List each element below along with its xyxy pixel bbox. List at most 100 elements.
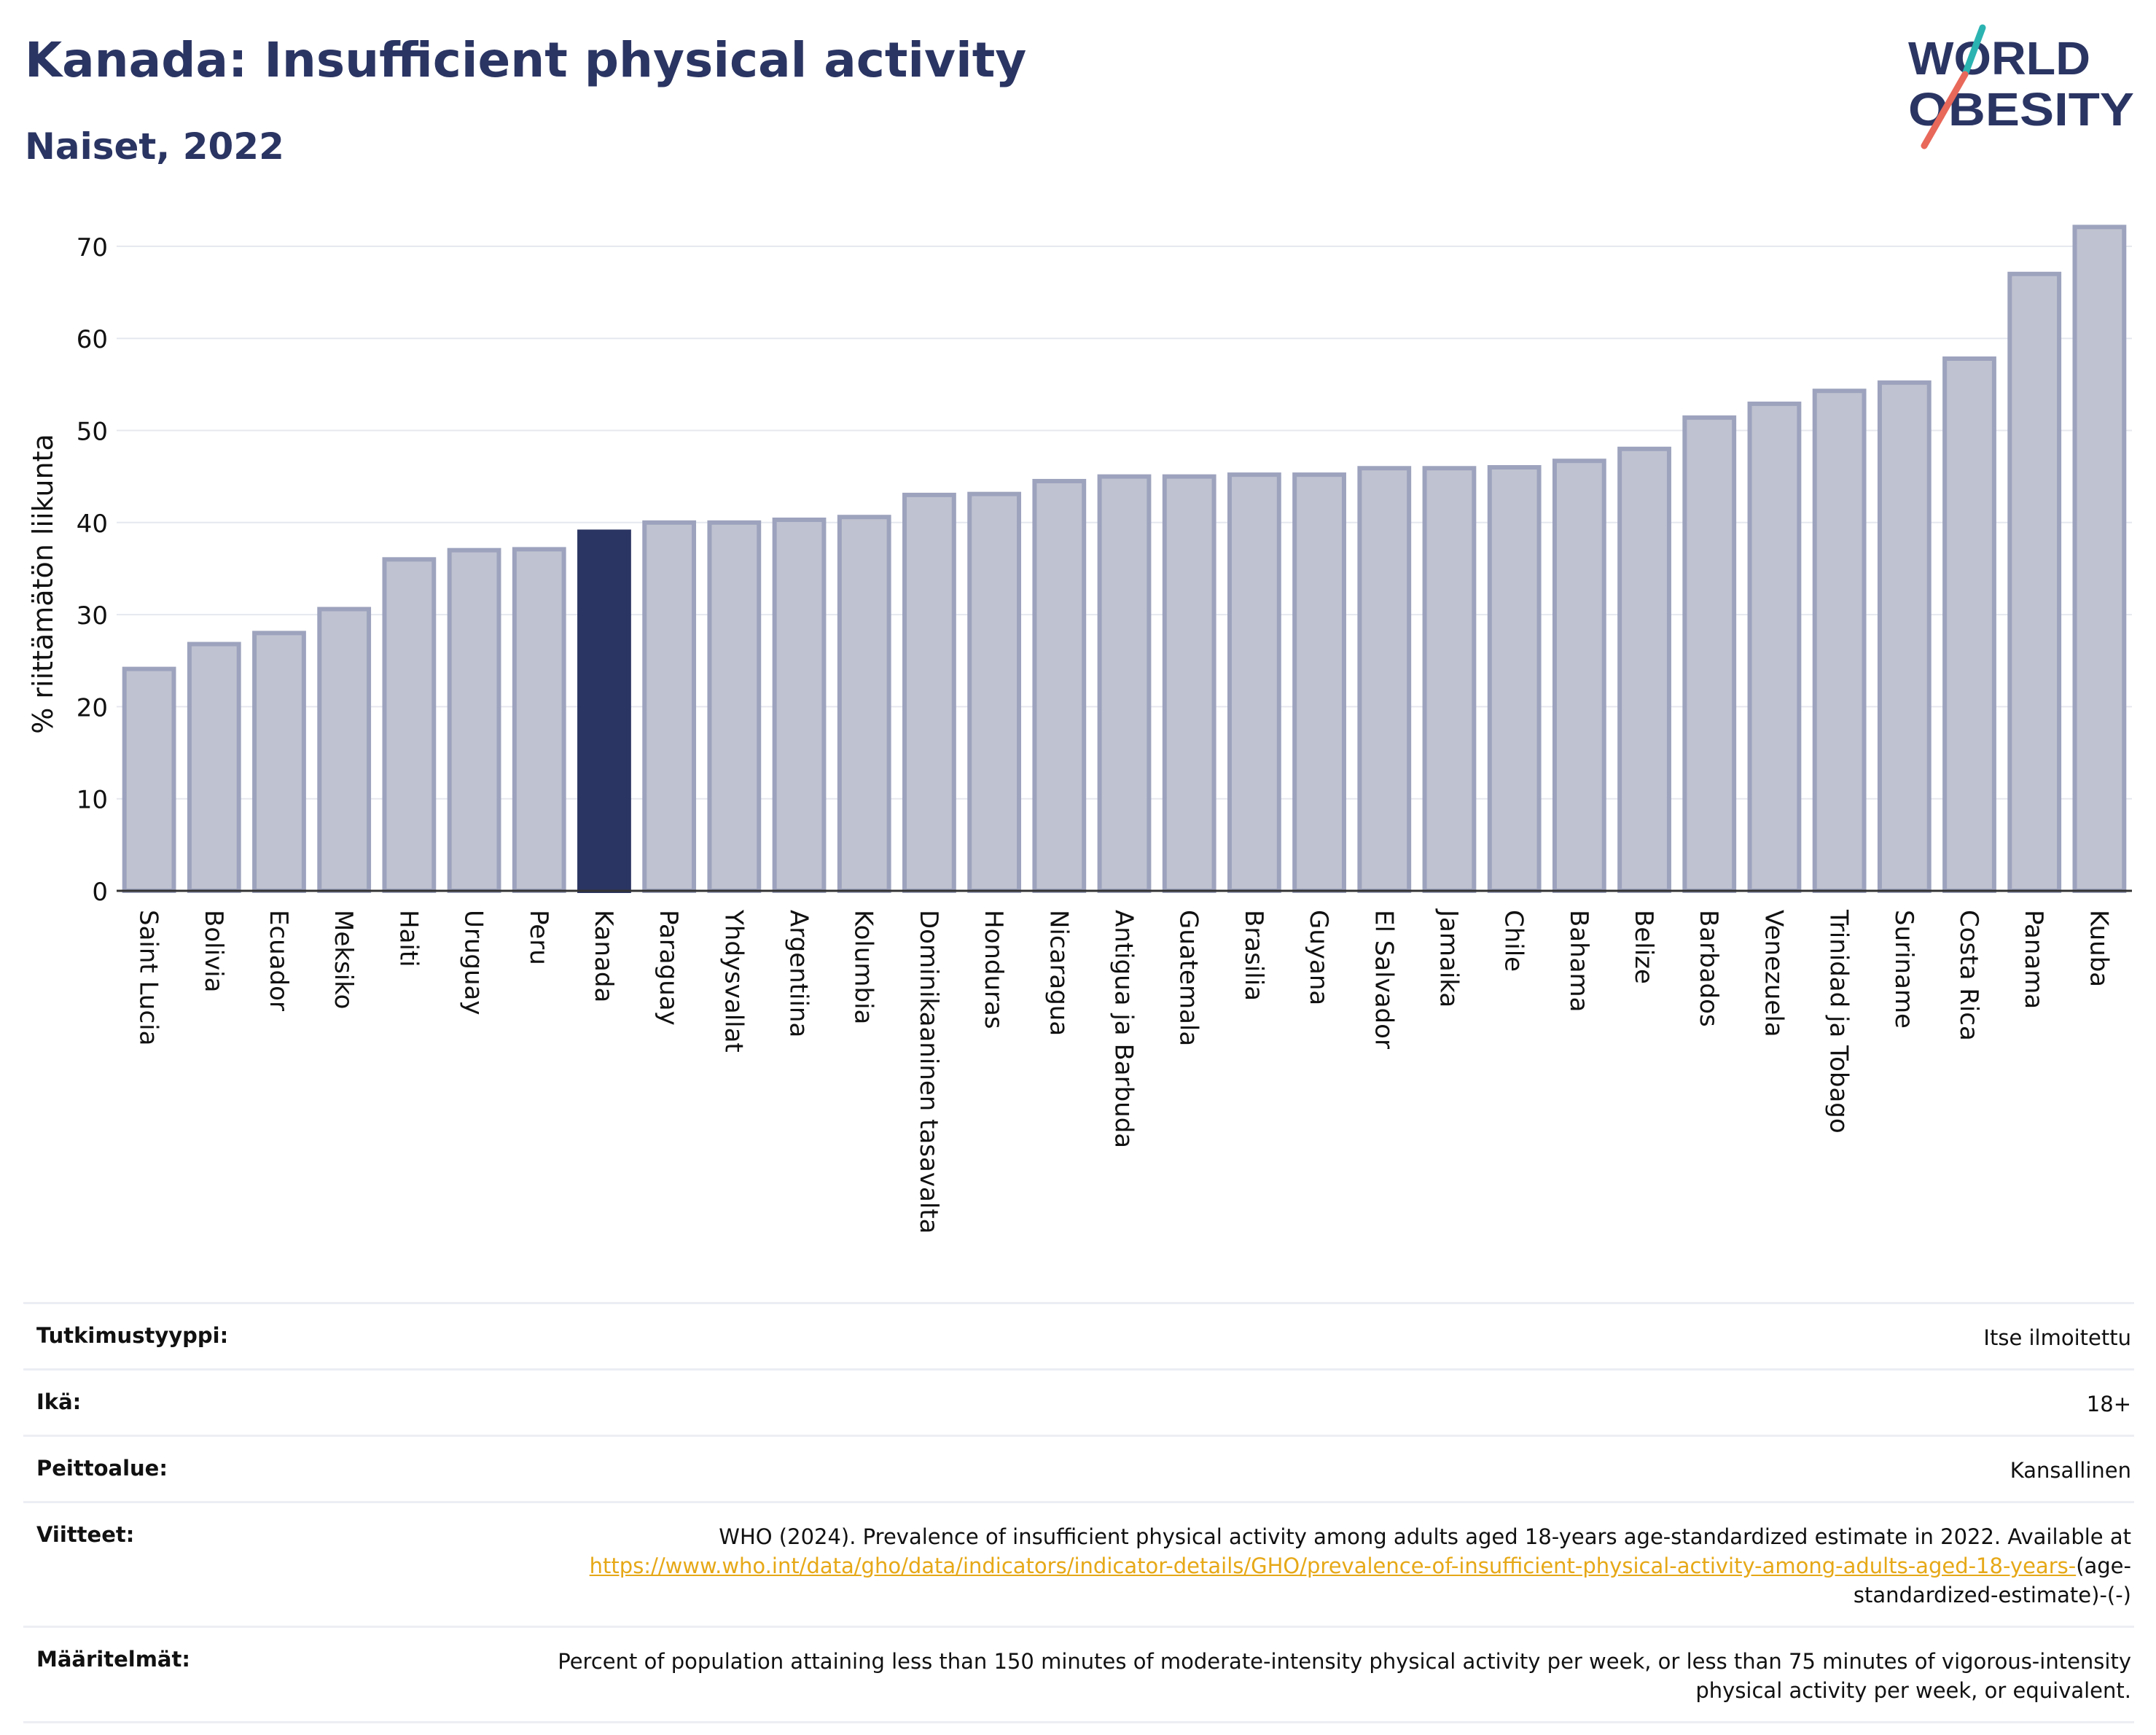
bar-suriname[interactable] <box>1877 380 1932 893</box>
bar-trinidad-ja-tobago[interactable] <box>1812 389 1867 893</box>
x-axis-ticks: Saint Lucia Bolivia Ecuador Meksiko Haiti Uru… <box>134 908 2114 1233</box>
bar-saint-lucia[interactable] <box>122 666 176 893</box>
bars <box>122 225 2127 894</box>
bar-costa-rica[interactable] <box>1942 356 1996 893</box>
x-tick-label: Chile <box>1499 910 1528 972</box>
bar-kanada[interactable] <box>577 529 631 894</box>
chart-subtitle: Naiset, 2022 <box>25 125 284 168</box>
x-tick-label: Trinidad ja Tobago <box>1824 909 1854 1134</box>
age-value: 18+ <box>2086 1392 2131 1416</box>
references-link[interactable]: https://www.who.int/data/gho/data/indica… <box>589 1553 2077 1578</box>
bar-bahama[interactable] <box>1552 459 1606 893</box>
x-tick-label: Argentiina <box>784 910 813 1037</box>
y-tick-label: 10 <box>77 786 108 815</box>
info-table: Tutkimustyyppi: Itse ilmoitettu Ikä: 18+… <box>23 1302 2134 1723</box>
y-tick-label: 20 <box>77 693 108 722</box>
bar-yhdysvallat[interactable] <box>707 520 762 893</box>
study-type-value: Itse ilmoitettu <box>1983 1325 2131 1350</box>
x-tick-label: Bahama <box>1564 910 1593 1013</box>
logo-slash-teal <box>1961 24 1986 78</box>
y-tick-label: 40 <box>77 510 108 539</box>
x-tick-label: Yhdysvallat <box>719 909 748 1053</box>
definitions-label: Määritelmät: <box>36 1647 190 1672</box>
info-row-definitions: Määritelmät: Percent of population attai… <box>23 1626 2134 1723</box>
coverage-value: Kansallinen <box>2009 1458 2131 1483</box>
x-tick-label: Belize <box>1629 910 1658 984</box>
y-tick-label: 60 <box>77 325 108 354</box>
bar-peru[interactable] <box>512 547 566 894</box>
info-row-study-type: Tutkimustyyppi: Itse ilmoitettu <box>23 1302 2134 1368</box>
y-axis-ticks: 0 10 20 30 40 50 60 70 <box>77 233 108 907</box>
bar-brasilia[interactable] <box>1227 472 1281 893</box>
bar-guyana[interactable] <box>1292 472 1346 893</box>
coverage-label: Peittoalue: <box>36 1456 168 1481</box>
x-tick-label: Haiti <box>394 910 423 967</box>
y-tick-label: 0 <box>92 878 108 907</box>
study-type-label: Tutkimustyyppi: <box>36 1323 229 1348</box>
bar-uruguay[interactable] <box>447 547 501 893</box>
bar-jamaika[interactable] <box>1422 466 1477 893</box>
x-tick-label: Suriname <box>1889 910 1918 1029</box>
x-tick-label: Kanada <box>589 910 618 1002</box>
info-row-coverage: Peittoalue: Kansallinen <box>23 1435 2134 1501</box>
y-tick-label: 30 <box>77 601 108 631</box>
bar-honduras[interactable] <box>967 491 1022 893</box>
x-tick-label: Meksiko <box>329 910 358 1009</box>
y-tick-label: 70 <box>77 233 108 262</box>
x-tick-label: Ecuador <box>264 910 293 1011</box>
x-tick-label: Kuuba <box>2084 910 2113 987</box>
references-value: WHO (2024). Prevalence of insufficient p… <box>528 1522 2131 1610</box>
bar-kuuba[interactable] <box>2072 225 2127 893</box>
bar-chile[interactable] <box>1487 465 1542 893</box>
bar-venezuela[interactable] <box>1747 401 1802 893</box>
bar-chart: 0 10 20 30 40 50 60 70 Saint Lucia Bolivia Ecuado… <box>27 225 2132 1233</box>
bar-el-salvador[interactable] <box>1357 466 1412 893</box>
x-tick-label: Costa Rica <box>1954 910 1983 1041</box>
bar-kolumbia[interactable] <box>837 515 891 893</box>
references-suffix: (age-standardized-estimate)-(-) <box>1853 1553 2131 1607</box>
references-label: Viitteet: <box>36 1522 135 1547</box>
bar-haiti[interactable] <box>382 557 437 893</box>
x-tick-label: Bolivia <box>199 910 228 992</box>
bar-bolivia[interactable] <box>187 642 241 893</box>
x-tick-label: Venezuela <box>1759 910 1788 1037</box>
x-tick-label: Peru <box>524 910 553 965</box>
bar-paraguay[interactable] <box>642 520 697 893</box>
y-axis-label: % riittämätön liikunta <box>27 434 59 734</box>
info-row-age: Ikä: 18+ <box>23 1368 2134 1435</box>
logo-line1: WORLD <box>1908 32 2090 85</box>
x-tick-label: El Salvador <box>1369 910 1398 1049</box>
bar-argentiina[interactable] <box>772 518 827 893</box>
bar-ecuador[interactable] <box>252 631 306 893</box>
bar-barbados[interactable] <box>1682 415 1737 893</box>
bar-guatemala[interactable] <box>1162 474 1216 893</box>
x-tick-label: Kolumbia <box>849 910 878 1024</box>
x-tick-label: Honduras <box>979 910 1008 1029</box>
logo-slash-red <box>1921 71 1969 149</box>
bar-nicaragua[interactable] <box>1032 478 1087 893</box>
x-tick-label: Guyana <box>1304 910 1333 1005</box>
x-tick-label: Jamaika <box>1434 908 1463 1007</box>
x-tick-label: Paraguay <box>654 910 683 1026</box>
bar-belize[interactable] <box>1617 446 1671 893</box>
y-tick-label: 50 <box>77 417 108 446</box>
bar-antigua-ja-barbuda[interactable] <box>1097 474 1152 893</box>
bar-panama[interactable] <box>2007 271 2062 893</box>
bar-dominikaaninen-tasavalta[interactable] <box>902 492 956 893</box>
x-tick-label: Antigua ja Barbuda <box>1109 910 1138 1148</box>
x-tick-label: Barbados <box>1694 910 1723 1027</box>
world-obesity-logo: WORLD OBESITY <box>1908 24 2134 149</box>
x-tick-label: Panama <box>2019 910 2048 1009</box>
info-row-references: Viitteet: WHO (2024). Prevalence of insu… <box>23 1501 2134 1626</box>
age-label: Ikä: <box>36 1389 82 1414</box>
references-text: WHO (2024). Prevalence of insufficient p… <box>719 1524 2131 1549</box>
x-tick-label: Saint Lucia <box>134 910 163 1045</box>
x-tick-label: Uruguay <box>459 910 488 1015</box>
x-tick-label: Dominikaaninen tasavalta <box>914 910 943 1233</box>
x-tick-label: Nicaragua <box>1044 910 1073 1036</box>
x-tick-label: Guatemala <box>1174 910 1203 1046</box>
x-tick-label: Brasilia <box>1239 910 1268 1001</box>
bar-meksiko[interactable] <box>317 607 372 893</box>
definitions-value: Percent of population attaining less tha… <box>558 1649 2131 1703</box>
chart-title: Kanada: Insufficient physical activity <box>25 32 1027 88</box>
